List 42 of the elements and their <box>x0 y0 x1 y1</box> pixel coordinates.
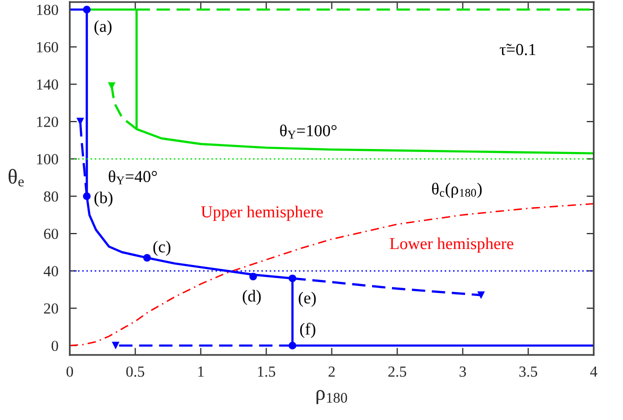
x-tick-label: 2 <box>328 366 335 377</box>
y-tick-label: 100 <box>37 154 58 164</box>
annotation: (e) <box>298 292 316 307</box>
x-tick-label: 3 <box>460 366 466 377</box>
y-tick-label: 120 <box>37 116 58 128</box>
point <box>83 192 91 200</box>
x-tick-label: 0.5 <box>126 366 144 377</box>
annotation: θ$_{Y}$=40° <box>108 170 157 184</box>
y-tick-label: 80 <box>44 191 58 202</box>
x-axis-title: ρ$_{180}$ <box>316 390 348 404</box>
x-tick-label: 1.5 <box>258 366 276 377</box>
y-tick-label: 160 <box>37 42 58 52</box>
annotation: τ̃=0.1 <box>500 44 536 56</box>
annotation: (d) <box>242 290 261 306</box>
y-tick-label: 40 <box>44 266 58 276</box>
point <box>288 274 296 282</box>
point <box>83 6 91 14</box>
point <box>143 254 151 262</box>
y-axis-title: θ$_{e}$ <box>8 168 24 187</box>
annotation: (f) <box>300 322 316 338</box>
x-tick-label: 2.5 <box>388 366 406 377</box>
annotation: Lower hemisphere <box>390 237 514 253</box>
point <box>112 342 120 350</box>
annotation: (a) <box>94 20 112 36</box>
x-tick-label: 4 <box>590 366 598 377</box>
x-tick-label: 3.5 <box>519 366 538 377</box>
y-tick-label: 0 <box>52 340 58 352</box>
annotation: (b) <box>94 192 112 207</box>
annotation: θ$_{Y}$=100° <box>280 124 337 138</box>
annotation: (c) <box>153 240 170 256</box>
x-tick-label: 0 <box>66 366 74 377</box>
y-tick-label: 140 <box>37 79 58 90</box>
point <box>108 82 116 90</box>
point <box>249 272 257 280</box>
annotation: θ$_{c}$(ρ$_{180}$) <box>432 182 482 198</box>
x-tick-label: 1 <box>198 366 204 377</box>
point <box>288 342 296 350</box>
annotation: Upper hemisphere <box>201 206 323 221</box>
point <box>477 291 485 299</box>
y-tick-label: 20 <box>44 303 58 314</box>
y-tick-label: 60 <box>44 228 58 240</box>
y-tick-label: 180 <box>37 4 58 16</box>
